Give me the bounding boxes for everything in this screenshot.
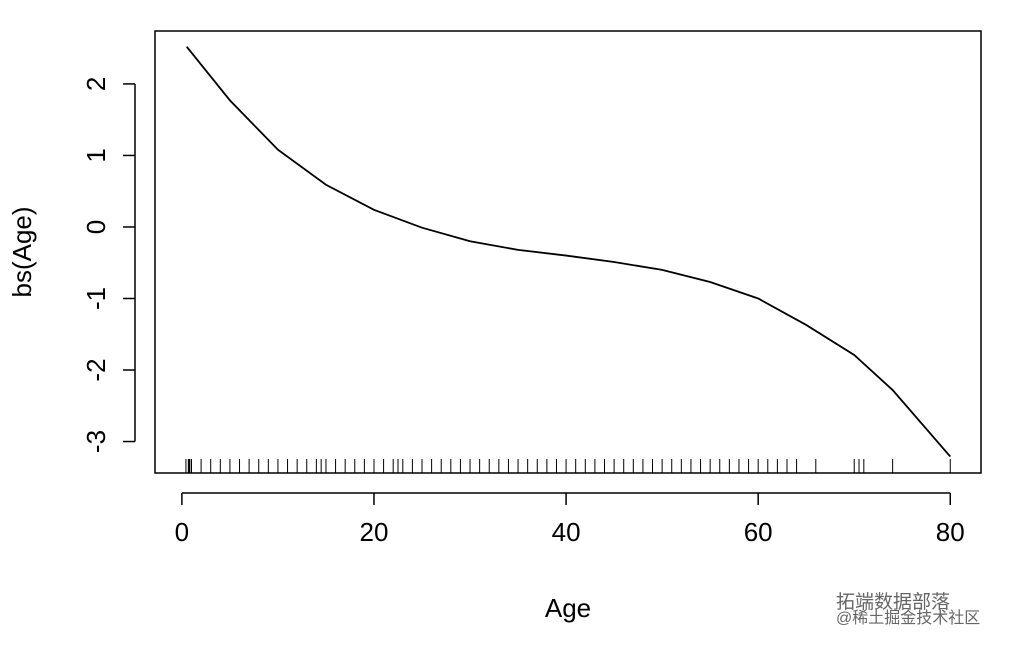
x-tick-label: 60 (744, 517, 773, 547)
y-tick-label: 2 (81, 77, 111, 91)
watermark: 拓端数据部落 (836, 591, 950, 613)
x-tick-label: 40 (552, 517, 581, 547)
plot-frame (154, 30, 982, 474)
y-tick-label: 0 (81, 220, 111, 234)
x-axis-label: Age (545, 593, 591, 623)
watermark: @稀土掘金技术社区 (836, 609, 980, 627)
y-tick-label: -2 (81, 358, 111, 381)
x-tick-label: 20 (360, 517, 389, 547)
y-tick-label: -3 (81, 430, 111, 453)
y-axis-label: bs(Age) (7, 206, 37, 297)
y-tick-label: 1 (81, 148, 111, 162)
y-tick-label: -1 (81, 287, 111, 310)
curve (185, 46, 951, 458)
x-tick-label: 0 (175, 517, 189, 547)
x-tick-label: 80 (936, 517, 965, 547)
